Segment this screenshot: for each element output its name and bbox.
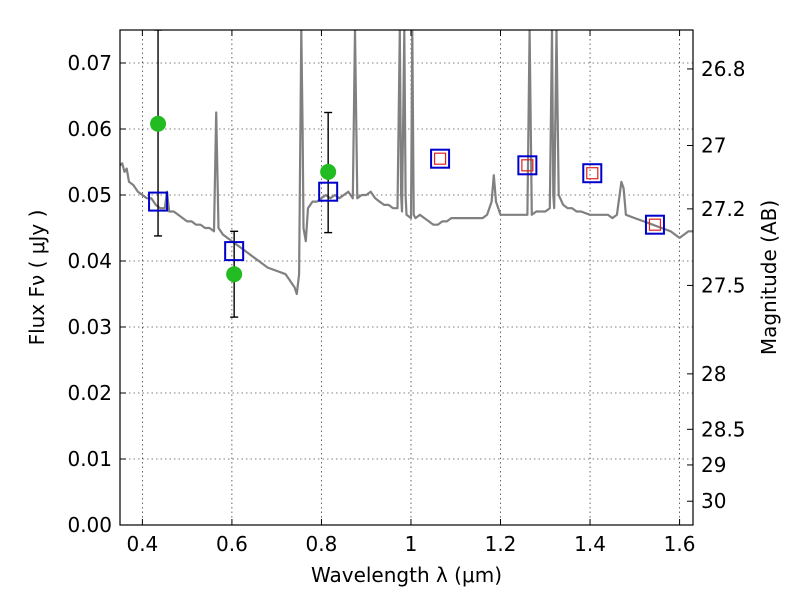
model-photometry-square	[644, 214, 665, 235]
y2-tick-label: 29	[701, 453, 726, 477]
x-tick-label: 1.2	[485, 532, 517, 556]
model-photometry-inner-square	[648, 218, 662, 231]
x-tick-label: 1.4	[574, 532, 606, 556]
observed-photometry-point	[226, 266, 243, 283]
x-tick-label: 1	[405, 532, 418, 556]
y2-tick-label: 28.5	[701, 417, 746, 441]
y2-tick-label: 27.5	[701, 273, 746, 297]
model-photometry-square	[430, 148, 451, 169]
x-tick-label: 0.8	[306, 532, 338, 556]
x-tick-label: 1.6	[664, 532, 696, 556]
y2-axis-label: Magnitude (AB)	[757, 200, 781, 355]
y-tick-label: 0.00	[67, 513, 112, 537]
y2-tick-label: 27.2	[701, 197, 746, 221]
observed-photometry-point	[320, 163, 337, 180]
model-photometry-square	[148, 191, 169, 212]
y-tick-label: 0.05	[67, 183, 112, 207]
model-spectrum-line	[120, 30, 693, 296]
y-tick-label: 0.03	[67, 315, 112, 339]
y-tick-label: 0.06	[67, 117, 112, 141]
y2-tick-label: 28	[701, 362, 726, 386]
model-photometry-square	[582, 163, 603, 184]
model-photometry-inner-square	[521, 159, 534, 172]
y2-tick-label: 27	[701, 134, 726, 158]
photometry-layer	[148, 30, 665, 318]
y-tick-label: 0.04	[67, 249, 112, 273]
y2-tick-label: 30	[701, 489, 726, 513]
model-photometry-square	[517, 155, 538, 176]
y-axis-label: Flux Fν ( μJy )	[25, 210, 49, 346]
x-tick-label: 0.6	[216, 532, 248, 556]
x-axis-label: Wavelength λ (μm)	[311, 563, 502, 587]
plot-frame	[119, 29, 694, 526]
model-photometry-inner-square	[433, 152, 447, 165]
model-spectrum-layer	[120, 30, 693, 296]
model-photometry-square	[224, 241, 245, 262]
axis-ticks: 0.4 0.6 0.8 1 1.2 1.4 1.6 0.00 0.01 0.02 0.03 0.04 0…	[67, 30, 746, 556]
y-tick-label: 0.07	[67, 51, 112, 75]
y2-tick-label: 26.8	[701, 57, 746, 81]
y-tick-label: 0.02	[67, 381, 112, 405]
model-photometry-square	[318, 181, 339, 202]
grid-lines	[120, 30, 693, 526]
x-tick-label: 0.4	[126, 532, 158, 556]
y-tick-label: 0.01	[67, 447, 112, 471]
observed-photometry-point	[150, 115, 167, 132]
model-photometry-inner-square	[586, 167, 599, 180]
